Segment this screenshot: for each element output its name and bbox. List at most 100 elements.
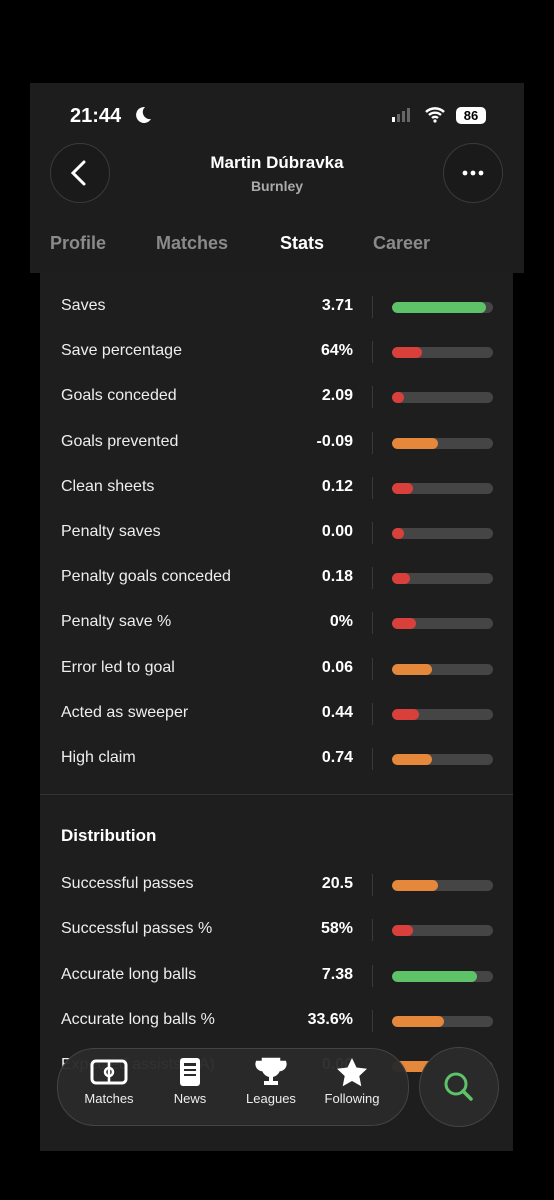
battery: 86 [456, 107, 486, 124]
percentile-bar [392, 302, 486, 313]
separator [372, 296, 373, 318]
separator [372, 702, 373, 725]
percentile-track [392, 970, 493, 982]
separator [372, 476, 373, 499]
stat-value: 3.71 [321, 297, 353, 314]
nav-icon [180, 1058, 200, 1086]
stat-label: Successful passes [61, 875, 194, 893]
separator [372, 431, 373, 454]
percentile-track [392, 663, 493, 675]
nav-icon [90, 1059, 128, 1085]
bottom-nav: Matches News Leagues Following [57, 1048, 409, 1126]
stat-label: Clean sheets [61, 477, 155, 495]
nav-item[interactable]: Leagues [228, 1057, 314, 1106]
tab[interactable]: Career [373, 233, 431, 253]
separator [372, 748, 373, 770]
stat-value: 7.38 [321, 965, 353, 983]
stats-card: Saves 3.71 Save percentage 64% Goals concede… [40, 263, 513, 1151]
percentile-bar [392, 347, 423, 359]
nav-label: News [173, 1091, 207, 1106]
stat-value: 0.06 [321, 658, 353, 676]
stat-label: Goals prevented [61, 432, 179, 450]
percentile-bar [392, 1061, 444, 1072]
percentile-bar [392, 708, 420, 720]
nav-label: Matches [84, 1091, 134, 1106]
percentile-track [392, 925, 493, 937]
team-name: Burnley [250, 178, 304, 194]
section-title: Distribution [61, 826, 157, 846]
percentile-bar [392, 392, 405, 404]
stat-value: 0.00 [321, 523, 353, 540]
stat-label: Successful passes % [61, 920, 213, 938]
stat-label: Penalty save % [61, 613, 172, 631]
tab[interactable]: Matches [156, 233, 229, 253]
stat-label: Penalty saves [61, 523, 161, 540]
nav-icon [255, 1057, 287, 1085]
percentile-track [392, 1015, 493, 1027]
stat-label: Saves [61, 297, 106, 314]
stat-label: Goals conceded [61, 387, 177, 405]
separator [372, 612, 373, 635]
top-bar: 21:44 86 Martin Dúbravka Burnley Profile… [30, 83, 524, 273]
stat-value: 0.12 [321, 477, 353, 495]
separator [372, 919, 373, 942]
percentile-track [392, 437, 493, 449]
separator [372, 386, 373, 409]
separator [372, 657, 373, 680]
stat-label: Accurate long balls [61, 965, 197, 983]
percentile-bar [392, 1015, 444, 1027]
stat-value: 2.09 [321, 387, 353, 405]
percentile-track [392, 880, 493, 892]
stat-value: 58% [320, 920, 353, 938]
nav-item[interactable]: Matches [66, 1057, 152, 1106]
player-name: Martin Dúbravka [210, 153, 344, 172]
stat-value: 0.18 [321, 568, 353, 586]
stat-label: Error led to goal [61, 658, 175, 676]
percentile-bar [392, 754, 433, 765]
separator [372, 874, 373, 897]
signal-icon [392, 108, 410, 122]
separator [372, 567, 373, 590]
wifi-icon [425, 107, 445, 123]
clock: 21:44 [70, 105, 122, 127]
stat-value: 0.44 [321, 703, 353, 721]
stat-value: 0% [329, 613, 353, 631]
nav-icon [337, 1058, 367, 1087]
nav-item[interactable]: Following [309, 1057, 395, 1106]
percentile-bar [392, 880, 439, 892]
stat-value: 0.74 [321, 749, 353, 766]
more-button[interactable] [443, 143, 503, 203]
nav-label: Leagues [246, 1091, 296, 1106]
percentile-bar [392, 573, 411, 585]
stat-label: Penalty goals conceded [61, 568, 231, 586]
divider [40, 794, 513, 796]
percentile-track [392, 754, 493, 765]
percentile-bar [392, 925, 414, 937]
percentile-bar [392, 663, 433, 675]
percentile-bar [392, 437, 439, 449]
separator [372, 522, 373, 544]
stat-value: 20.5 [321, 875, 353, 893]
stat-value: -0.09 [316, 432, 353, 450]
percentile-bar [392, 482, 414, 494]
nav-label: Following [324, 1091, 380, 1106]
percentile-bar [392, 970, 477, 982]
search-button[interactable] [419, 1047, 499, 1127]
percentile-track [392, 618, 493, 630]
percentile-bar [392, 618, 417, 630]
stat-label: Acted as sweeper [61, 703, 189, 721]
stat-value: 33.6% [307, 1010, 353, 1028]
tab[interactable]: Profile [50, 233, 107, 253]
stat-value: 64% [320, 342, 353, 360]
back-button[interactable] [50, 143, 110, 203]
percentile-track [392, 302, 493, 313]
tab[interactable]: Stats [280, 233, 325, 253]
separator [372, 341, 373, 364]
nav-item[interactable]: News [147, 1057, 233, 1106]
separator [372, 1009, 373, 1032]
percentile-track [392, 573, 493, 585]
stat-label: Save percentage [61, 342, 182, 360]
stat-label: High claim [61, 749, 136, 766]
moon-icon [136, 106, 151, 123]
